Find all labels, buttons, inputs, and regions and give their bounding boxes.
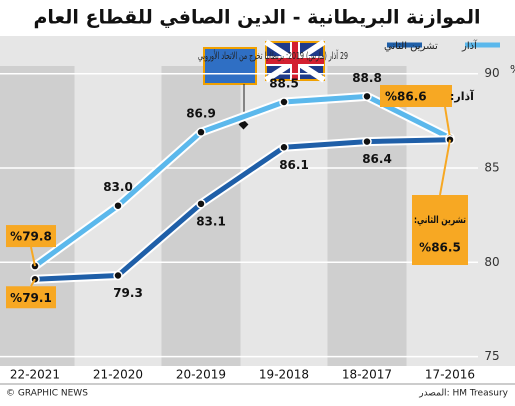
value-label: %86.5 [419, 241, 461, 255]
x-tick-label: 20-2019 [176, 368, 226, 382]
value-label: 88.8 [352, 71, 382, 85]
point [279, 97, 289, 107]
value-label: 79.3 [113, 286, 143, 300]
y-tick-label: 75 [484, 349, 499, 363]
value-label: 88.5 [269, 77, 299, 91]
x-tick-label: 22-2021 [10, 368, 60, 382]
point [196, 127, 206, 137]
column-stripe [0, 66, 75, 366]
credit: © GRAPHIC NEWS [6, 389, 88, 399]
callout-box [380, 85, 452, 107]
point [113, 200, 123, 211]
callout-leader [30, 278, 36, 287]
value-label: %79.8 [10, 230, 52, 244]
value-label: %79.1 [10, 291, 52, 305]
value-label: 86.4 [362, 152, 392, 166]
legend-label: آذار [461, 39, 478, 52]
legend-label: تشرين الثاني [384, 41, 438, 52]
y-tick-label: 85 [484, 161, 499, 175]
note: 29 آذار (مارس) 2019: بريطانيا تخرج من ال… [198, 49, 348, 62]
x-tick-label: 17-2016 [425, 368, 475, 382]
callout-box [6, 225, 56, 248]
point [196, 199, 206, 209]
value-label: %86.6 [385, 90, 427, 104]
callout-leader [444, 106, 451, 138]
callout-box [412, 195, 468, 265]
callout-label: تشرين الثاني: [414, 215, 466, 226]
point [362, 91, 372, 102]
y-axis-label: الناتج المحلي الإجمالي % [510, 63, 515, 76]
callout-leader [439, 139, 451, 196]
value-label: 83.1 [196, 214, 226, 228]
flags [203, 39, 326, 85]
point [113, 270, 123, 281]
series-line [34, 137, 451, 282]
x-tick-label: 18-2017 [342, 368, 392, 382]
point [279, 142, 289, 153]
value-label: 86.9 [186, 107, 216, 121]
y-tick-label: 80 [484, 255, 499, 269]
callout-box [6, 286, 56, 309]
value-label: 86.1 [279, 158, 309, 172]
callout-leader [30, 246, 36, 267]
point [362, 136, 372, 147]
chart-title: الموازنة البريطانية - الدين الصافي للقطا… [33, 7, 480, 29]
value-label: 83.0 [103, 180, 133, 194]
source: المصدر: HM Treasury [418, 389, 508, 399]
column-stripe [161, 66, 241, 366]
column-stripe [327, 66, 407, 366]
x-tick-label: 21-2020 [93, 368, 143, 382]
callout-label: آذار: [450, 89, 474, 103]
y-tick-label: 90 [484, 66, 499, 80]
x-tick-label: 19-2018 [259, 368, 309, 382]
